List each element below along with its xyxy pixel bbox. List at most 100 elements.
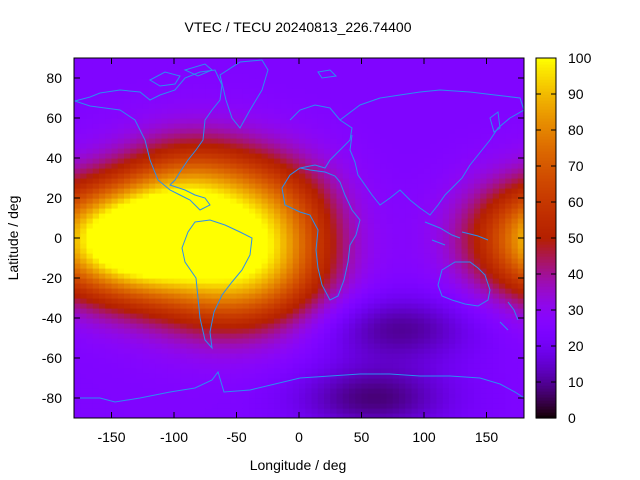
heatmap-cell xyxy=(149,63,156,69)
heatmap-cell xyxy=(324,173,331,179)
heatmap-cell xyxy=(180,63,188,69)
heatmap-cell xyxy=(467,98,475,104)
heatmap-cell xyxy=(192,398,200,404)
heatmap-cell xyxy=(455,283,463,289)
heatmap-cell xyxy=(180,283,188,289)
heatmap-cell xyxy=(192,328,200,334)
heatmap-cell xyxy=(430,243,438,249)
heatmap-cell xyxy=(136,393,144,399)
heatmap-cell xyxy=(405,78,413,84)
heatmap-cell xyxy=(480,298,488,304)
heatmap-cell xyxy=(399,98,406,104)
heatmap-cell xyxy=(324,168,331,174)
heatmap-cell xyxy=(267,273,275,279)
heatmap-cell xyxy=(117,173,125,179)
heatmap-cell xyxy=(199,383,206,389)
heatmap-cell xyxy=(392,193,400,199)
heatmap-cell xyxy=(242,168,250,174)
heatmap-cell xyxy=(286,343,294,349)
heatmap-cell xyxy=(467,338,475,344)
heatmap-cell xyxy=(486,263,494,269)
heatmap-cell xyxy=(442,218,450,224)
heatmap-cell xyxy=(180,213,188,219)
heatmap-cell xyxy=(424,273,431,279)
heatmap-cell xyxy=(274,148,281,154)
heatmap-cell xyxy=(199,78,206,84)
heatmap-cell xyxy=(361,298,369,304)
heatmap-cell xyxy=(367,188,375,194)
heatmap-cell xyxy=(186,133,194,139)
heatmap-cell xyxy=(136,123,144,129)
heatmap-cell xyxy=(80,283,88,289)
heatmap-cell xyxy=(180,68,188,74)
heatmap-cell xyxy=(405,313,413,319)
heatmap-cell xyxy=(355,388,363,394)
heatmap-cell xyxy=(405,98,413,104)
heatmap-cell xyxy=(474,358,481,364)
heatmap-cell xyxy=(361,238,369,244)
heatmap-cell xyxy=(286,218,294,224)
heatmap-cell xyxy=(224,148,231,154)
heatmap-cell xyxy=(149,83,156,89)
heatmap-cell xyxy=(74,283,81,289)
heatmap-cell xyxy=(386,313,394,319)
heatmap-cell xyxy=(224,338,231,344)
heatmap-cell xyxy=(142,68,150,74)
heatmap-cell xyxy=(474,148,481,154)
heatmap-cell xyxy=(342,133,350,139)
heatmap-cell xyxy=(424,178,431,184)
heatmap-cell xyxy=(386,278,394,284)
heatmap-cell xyxy=(255,353,263,359)
heatmap-cell xyxy=(367,218,375,224)
heatmap-cell xyxy=(436,113,444,119)
heatmap-cell xyxy=(142,288,150,294)
heatmap-cell xyxy=(342,278,350,284)
heatmap-cell xyxy=(130,268,138,274)
heatmap-cell xyxy=(99,103,106,109)
heatmap-cell xyxy=(499,318,506,324)
heatmap-cell xyxy=(161,108,169,114)
heatmap-cell xyxy=(74,63,81,69)
heatmap-cell xyxy=(292,278,300,284)
heatmap-cell xyxy=(224,388,231,394)
heatmap-cell xyxy=(224,78,231,84)
heatmap-cell xyxy=(117,343,125,349)
heatmap-cell xyxy=(430,313,438,319)
heatmap-cell xyxy=(180,133,188,139)
heatmap-cell xyxy=(205,398,213,404)
heatmap-cell xyxy=(405,193,413,199)
heatmap-cell xyxy=(392,408,400,414)
heatmap-cell xyxy=(105,223,113,229)
heatmap-cell xyxy=(186,323,194,329)
heatmap-cell xyxy=(349,93,356,99)
heatmap-cell xyxy=(486,123,494,129)
heatmap-cell xyxy=(430,398,438,404)
heatmap-cell xyxy=(342,298,350,304)
heatmap-cell xyxy=(99,333,106,339)
heatmap-cell xyxy=(155,168,163,174)
heatmap-cell xyxy=(86,398,94,404)
heatmap-cell xyxy=(230,138,238,144)
heatmap-cell xyxy=(149,268,156,274)
heatmap-cell xyxy=(167,238,175,244)
heatmap-cell xyxy=(161,173,169,179)
heatmap-cell xyxy=(317,298,325,304)
heatmap-cell xyxy=(192,348,200,354)
heatmap-cell xyxy=(230,133,238,139)
heatmap-cell xyxy=(480,258,488,264)
heatmap-cell xyxy=(386,228,394,234)
heatmap-cell xyxy=(505,378,513,384)
heatmap-cell xyxy=(117,168,125,174)
heatmap-cell xyxy=(430,383,438,389)
heatmap-cell xyxy=(292,153,300,159)
heatmap-cell xyxy=(174,233,181,239)
heatmap-cell xyxy=(130,248,138,254)
heatmap-cell xyxy=(461,138,469,144)
heatmap-cell xyxy=(130,358,138,364)
heatmap-cell xyxy=(124,328,131,334)
heatmap-cell xyxy=(155,183,163,189)
heatmap-cell xyxy=(224,233,231,239)
heatmap-cell xyxy=(142,268,150,274)
heatmap-cell xyxy=(267,173,275,179)
heatmap-cell xyxy=(217,408,225,414)
